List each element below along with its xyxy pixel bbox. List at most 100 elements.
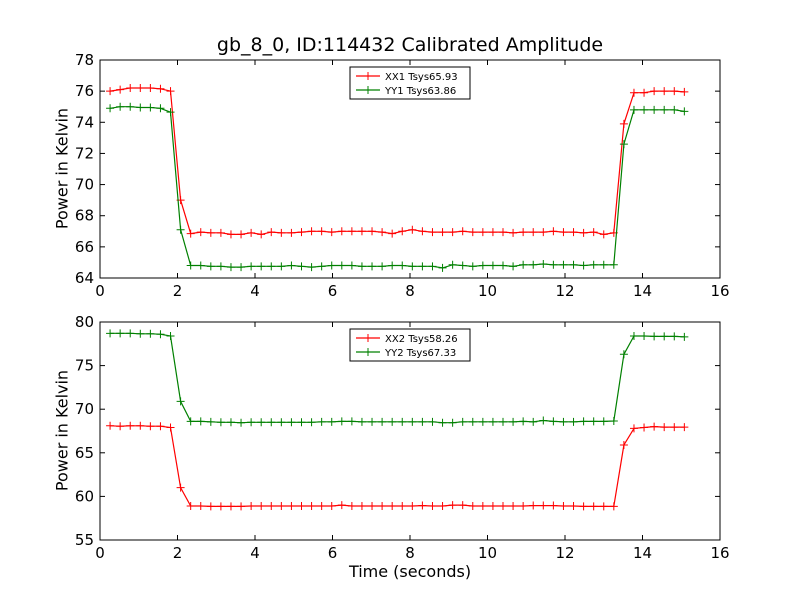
data-point — [106, 329, 115, 338]
data-point — [337, 417, 346, 426]
data-point — [116, 85, 125, 94]
data-point — [277, 228, 286, 237]
y-tick-label: 72 — [75, 144, 94, 162]
data-point — [478, 228, 487, 237]
series-line-0-1 — [110, 106, 685, 269]
data-point — [499, 261, 507, 270]
data-point — [146, 329, 155, 338]
data-point — [347, 501, 356, 510]
data-point — [549, 260, 558, 269]
x-tick-label: 14 — [633, 544, 652, 562]
data-point — [539, 416, 548, 425]
data-point — [297, 418, 306, 427]
data-point — [247, 418, 256, 427]
data-point — [368, 417, 377, 426]
data-point — [488, 417, 497, 426]
data-point — [680, 332, 689, 341]
data-point — [488, 261, 497, 270]
data-point — [226, 263, 235, 272]
data-point — [428, 262, 437, 271]
data-point — [378, 262, 387, 271]
data-point — [438, 501, 447, 510]
data-point — [206, 417, 215, 426]
x-tick-label: 0 — [95, 282, 105, 300]
data-point — [559, 260, 568, 269]
y-tick-label: 60 — [75, 487, 94, 505]
y-tick-label: 76 — [75, 82, 94, 100]
data-point — [398, 501, 407, 510]
data-point — [509, 228, 518, 237]
data-point — [206, 262, 215, 271]
x-tick-label: 8 — [405, 282, 415, 300]
data-point — [388, 417, 397, 426]
data-point — [539, 259, 548, 268]
data-point — [378, 417, 387, 426]
x-tick-label: 14 — [633, 282, 652, 300]
x-tick-label: 10 — [478, 282, 497, 300]
data-point — [277, 418, 286, 427]
data-point — [519, 501, 528, 510]
data-point — [378, 501, 387, 510]
data-point — [277, 501, 286, 510]
data-point — [257, 501, 266, 510]
data-point — [458, 227, 467, 236]
data-point — [146, 84, 155, 93]
data-point — [428, 417, 437, 426]
data-point — [670, 87, 679, 96]
data-point — [116, 329, 125, 338]
data-point — [226, 418, 235, 427]
data-point — [337, 261, 346, 270]
data-point — [267, 418, 276, 427]
series-line-1-0 — [110, 425, 685, 507]
chart-title: gb_8_0, ID:114432 Calibrated Amplitude — [216, 34, 604, 56]
x-tick-label: 8 — [405, 544, 415, 562]
legend-marker — [364, 72, 372, 80]
data-point — [327, 501, 336, 510]
data-point — [196, 261, 205, 270]
data-point — [529, 228, 538, 237]
data-point — [499, 228, 507, 237]
data-point — [408, 262, 417, 271]
data-point — [549, 227, 558, 236]
data-point — [509, 501, 518, 510]
data-point — [448, 418, 457, 427]
legend-box — [349, 66, 471, 100]
data-point — [247, 501, 256, 510]
data-point — [478, 501, 487, 510]
x-tick-label: 0 — [95, 544, 105, 562]
data-point — [468, 417, 477, 426]
data-point — [297, 228, 306, 237]
data-point — [569, 260, 578, 269]
data-point — [559, 501, 568, 510]
data-point — [136, 103, 145, 112]
data-point — [196, 228, 205, 237]
data-point — [579, 502, 588, 511]
x-tick-label: 4 — [250, 282, 260, 300]
data-point — [116, 102, 125, 111]
y-tick-label: 65 — [75, 444, 94, 462]
data-point — [428, 228, 437, 237]
data-point — [680, 107, 689, 116]
data-point — [599, 260, 608, 269]
plot-1: 0 2 4 6 8 10 12 14 16 55 60 65 70 75 80 XX2 Tsys58.26 YY… — [75, 313, 730, 562]
data-point — [468, 501, 477, 510]
y-tick-label: 74 — [75, 113, 94, 131]
data-point — [529, 260, 538, 269]
data-point — [106, 87, 115, 96]
data-point — [176, 397, 185, 406]
data-point — [629, 88, 638, 97]
data-point — [176, 483, 185, 492]
data-point — [216, 418, 225, 427]
data-point — [216, 502, 225, 511]
data-point — [629, 105, 638, 114]
data-point — [196, 501, 205, 510]
data-point — [378, 228, 387, 237]
data-point — [357, 227, 366, 236]
data-point — [569, 228, 578, 237]
data-point — [368, 227, 377, 236]
data-point — [106, 421, 115, 430]
y-tick-label: 70 — [75, 176, 94, 194]
data-point — [388, 501, 397, 510]
data-point — [408, 225, 417, 234]
series-line-0-0 — [110, 87, 685, 236]
